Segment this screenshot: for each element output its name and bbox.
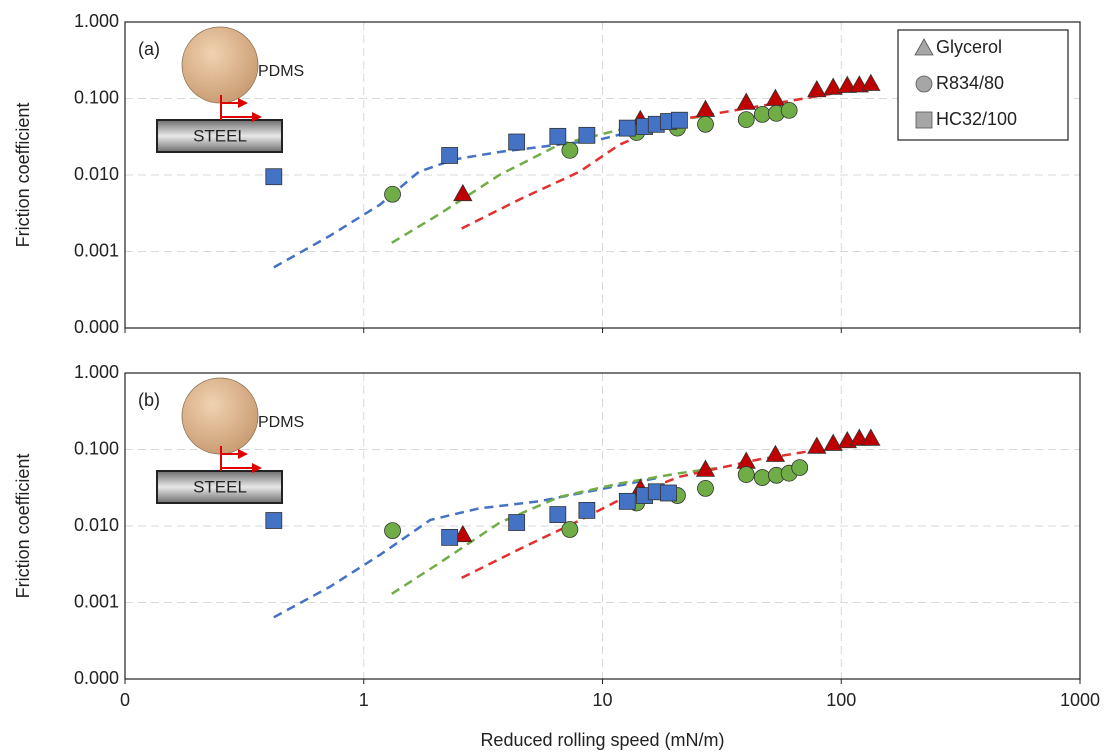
marker-triangle <box>837 75 857 93</box>
y-tick-label: 0.010 <box>74 164 119 184</box>
marker-triangle <box>861 428 881 446</box>
marker-circle <box>915 75 933 93</box>
marker-circle <box>697 480 714 497</box>
steel-block <box>156 470 283 504</box>
marker-square <box>441 528 459 546</box>
marker-square <box>618 492 636 510</box>
ball-label: PDMS <box>258 414 304 431</box>
x-tick-label: 100 <box>826 690 856 710</box>
marker-square <box>549 506 567 523</box>
x-tick-label: 1 <box>359 690 369 710</box>
surface-label: STEEL <box>193 477 247 496</box>
marker-circle <box>737 111 755 128</box>
marker-circle <box>737 466 755 483</box>
y-tick-label: 0.000 <box>74 668 119 688</box>
legend-label: R834/80 <box>936 73 1004 93</box>
marker-square <box>265 512 283 529</box>
marker-square <box>549 127 567 145</box>
marker-circle <box>791 459 809 476</box>
marker-square <box>671 111 688 129</box>
marker-circle <box>780 101 798 119</box>
arrow-head <box>238 449 248 459</box>
y-tick-label: 0.100 <box>74 438 119 458</box>
marker-triangle <box>453 524 473 543</box>
y-tick-label: 1.000 <box>74 362 119 382</box>
y-tick-label: 0.010 <box>74 515 119 535</box>
marker-square <box>618 119 636 137</box>
marker-circle <box>561 141 579 159</box>
legend-label: HC32/100 <box>936 109 1017 129</box>
x-tick-label: 1000 <box>1060 690 1100 710</box>
fit-line <box>461 83 872 230</box>
marker-circle <box>697 115 714 133</box>
marker-triangle <box>807 436 827 454</box>
y-tick-label: 0.100 <box>74 87 119 107</box>
arrow-head <box>252 463 262 473</box>
surface-label: STEEL <box>193 126 247 145</box>
fit-line <box>273 476 660 619</box>
steel-block <box>156 119 283 153</box>
marker-square <box>578 126 596 144</box>
marker-square <box>660 484 677 502</box>
marker-circle <box>561 521 579 538</box>
marker-square <box>441 147 459 164</box>
legend-label: Glycerol <box>936 37 1002 57</box>
y-axis-label: Friction coefficient <box>13 454 33 599</box>
marker-triangle <box>823 433 843 451</box>
marker-triangle <box>823 77 843 95</box>
plot-frame <box>124 21 1081 329</box>
marker-triangle <box>736 92 756 110</box>
panel-label: (b) <box>138 390 160 410</box>
y-tick-label: 0.001 <box>74 240 119 260</box>
marker-triangle <box>807 79 827 98</box>
marker-triangle <box>765 88 786 106</box>
panel-label: (a) <box>138 39 160 59</box>
arrow-head <box>252 112 262 122</box>
fit-line <box>461 437 872 579</box>
marker-square <box>508 133 526 151</box>
marker-square <box>265 168 283 186</box>
x-tick-label: 0 <box>120 690 130 710</box>
marker-circle <box>384 522 401 540</box>
marker-triangle <box>453 183 473 202</box>
arrow-head <box>238 98 248 108</box>
marker-square <box>915 111 933 129</box>
marker-circle <box>384 185 401 203</box>
marker-square <box>508 514 526 531</box>
x-axis-label: Reduced rolling speed (mN/m) <box>480 730 724 750</box>
marker-triangle <box>695 99 716 117</box>
ball <box>181 26 259 104</box>
y-tick-label: 1.000 <box>74 11 119 31</box>
ball-label: PDMS <box>258 63 304 80</box>
fit-line <box>391 466 720 595</box>
plot-frame <box>124 372 1081 680</box>
marker-triangle <box>861 73 881 91</box>
marker-circle <box>753 469 771 486</box>
marker-circle <box>753 105 771 123</box>
ball <box>181 377 259 455</box>
y-axis-label: Friction coefficient <box>13 103 33 248</box>
marker-triangle <box>765 444 786 462</box>
y-tick-label: 0.000 <box>74 317 119 337</box>
marker-triangle <box>695 459 716 477</box>
x-tick-label: 10 <box>592 690 612 710</box>
marker-triangle <box>914 38 934 56</box>
y-tick-label: 0.001 <box>74 591 119 611</box>
marker-square <box>578 501 596 519</box>
